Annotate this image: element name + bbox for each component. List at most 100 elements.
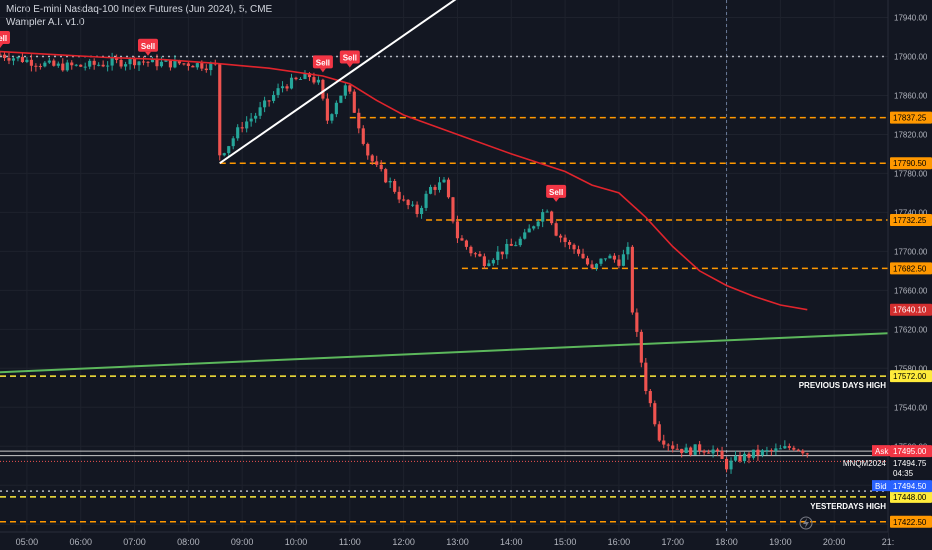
candle [612,255,616,260]
candle [402,199,406,201]
candle [25,59,29,63]
sell-badge [0,30,10,44]
level-price-tag-bg [890,490,932,503]
candle [473,253,477,255]
candle [307,73,312,78]
candle [204,68,208,71]
candle [671,445,675,449]
time-tick-label: 05:00 [16,537,39,547]
candle [119,59,123,67]
sell-badge [339,50,360,64]
candle [460,238,464,241]
candle [729,460,733,470]
candle [227,146,231,154]
candle [397,191,401,200]
ask-price-tag: 17495.00 [893,447,927,456]
candle [280,86,285,89]
candle [653,403,657,425]
candle [249,118,253,122]
candle [173,60,177,68]
sell-badge [312,55,333,69]
candle [747,453,751,458]
candle [698,444,702,451]
candle [455,221,460,239]
candle [523,232,527,239]
level-price-tag: 17422.50 [893,518,927,527]
time-tick-label: 20:00 [823,537,846,547]
level-price-tag: 17732.25 [893,216,927,225]
price-tick-label: 17740.00 [894,208,928,217]
sell-badge-pointer [346,63,353,68]
candle [630,246,634,313]
candle [509,243,513,246]
candle [621,254,625,266]
candle [568,242,572,245]
candle [801,450,805,454]
candle [321,79,325,99]
candle [550,211,554,224]
candle [796,449,800,451]
candle [61,63,65,71]
sell-signal: Sell [138,38,158,56]
time-axis [0,532,888,550]
candle [680,448,684,454]
candle [433,186,437,190]
sell-signal: Sell [312,55,333,73]
candle [783,446,787,449]
candle [491,259,495,264]
candle [366,143,370,156]
candle [446,179,451,198]
candle [420,207,424,215]
candle [415,204,419,215]
candle [29,59,33,66]
candle [626,246,630,255]
candle [16,56,20,59]
candle [186,63,190,66]
price-tick-label: 17660.00 [894,286,928,295]
candle [792,447,796,450]
candle [236,127,240,139]
candle [20,56,24,63]
time-tick-label: 15:00 [554,537,577,547]
time-tick-label: 13:00 [446,537,469,547]
candle [505,243,509,255]
candle [769,450,773,452]
candle [662,440,666,445]
level-price-tag: 17837.25 [893,114,927,123]
level-price-tag: 17448.00 [893,493,927,502]
candle [357,112,361,129]
time-tick-label: 08:00 [177,537,200,547]
bid-label-bg [872,480,890,492]
candle [159,61,164,67]
candle [375,161,379,165]
candle [496,251,500,260]
candle [132,58,137,66]
candle [258,107,262,116]
candle [648,391,652,404]
candle [83,66,87,68]
time-tick-label: 16:00 [608,537,631,547]
symbol-tag: MNQM2024 [843,459,887,468]
sell-signal: Sell [0,30,10,48]
candle [128,58,132,65]
candle [702,450,706,453]
candle [603,258,608,260]
candle [733,455,738,461]
price-tick-label: 17540.00 [894,403,928,412]
lightning-icon-bolt [803,518,809,528]
bid-price-tag: 17494.50 [893,482,927,491]
candle [150,58,155,63]
sell-signal: Sell [339,50,360,68]
candle [137,61,141,66]
sell-badge [546,184,567,198]
candle [7,58,11,61]
price-tick-label: 17820.00 [894,130,928,139]
candle [38,66,42,68]
candle [428,186,433,194]
sell-badge-pointer [553,197,560,202]
candle [581,253,585,259]
sell-badge-pointer [319,68,326,73]
candle [585,258,590,265]
candle [65,62,69,71]
